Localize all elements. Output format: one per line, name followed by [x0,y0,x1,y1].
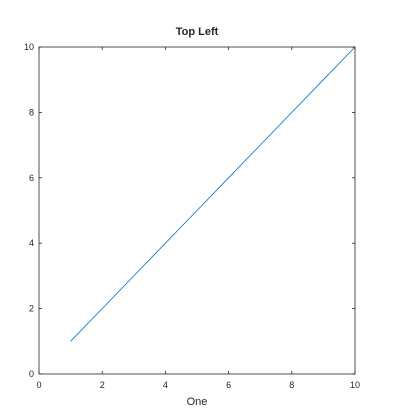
y-tick-label: 2 [29,304,34,314]
x-tick-label: 10 [350,380,360,390]
x-tick-label: 4 [163,380,168,390]
x-tick-label: 6 [226,380,231,390]
y-tick-label: 6 [29,173,34,183]
ticks-layer: 0 2 4 6 8 10 0 2 4 6 8 10 [24,42,360,390]
x-tick-label: 0 [36,380,41,390]
y-tick-label: 4 [29,238,34,248]
y-tick-label: 10 [24,42,34,52]
y-tick-label: 0 [29,369,34,379]
x-axis-label: One [187,396,208,408]
x-tick-label: 8 [289,380,294,390]
axes-box [38,46,356,375]
x-tick-label: 2 [100,380,105,390]
series-layer [70,46,356,342]
chart-title: Top Left [176,26,219,38]
series-line [70,46,356,342]
y-tick-label: 8 [29,107,34,117]
